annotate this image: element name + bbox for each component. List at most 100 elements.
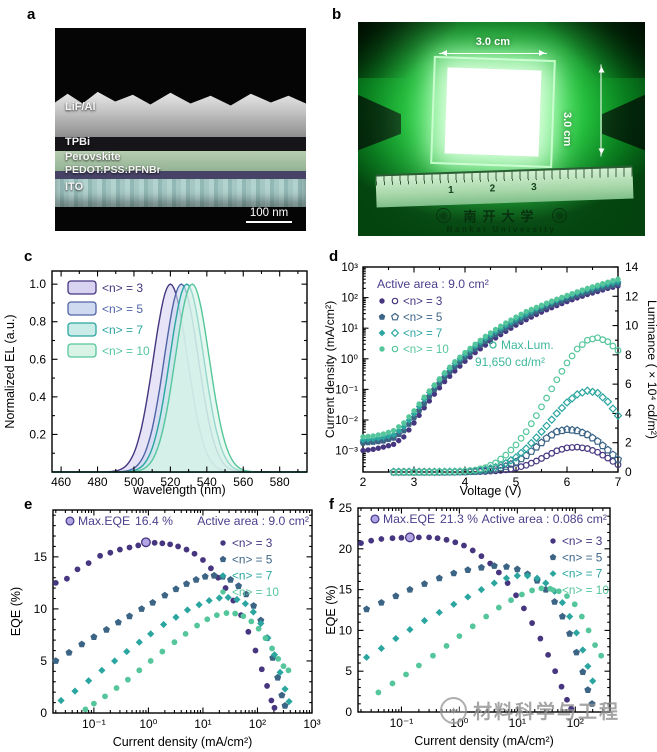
panel-label-b: b	[332, 6, 342, 23]
panel-label-a: a	[27, 6, 36, 23]
svg-text:Max.Lum.: Max.Lum.	[501, 338, 554, 352]
svg-text:1.0: 1.0	[29, 277, 46, 291]
university-seal-icon	[551, 208, 567, 223]
layer-pedot	[55, 171, 306, 179]
svg-text:0.8: 0.8	[29, 315, 46, 329]
svg-text:14: 14	[625, 260, 639, 274]
ruler-number: 3	[530, 181, 537, 194]
svg-text:0: 0	[40, 706, 47, 720]
device-height-label: 3.0 cm	[560, 112, 573, 147]
svg-text:12: 12	[625, 289, 639, 303]
eqe-chart-large-area: 10⁻¹ 10⁰ 10¹ 10² 10³ 0 5 10 15 Max.EQE 16.4 % Activ…	[9, 509, 321, 749]
svg-text:7: 7	[615, 475, 622, 489]
svg-text:Active area : 9.0 cm²: Active area : 9.0 cm²	[377, 277, 489, 291]
svg-text:2: 2	[625, 436, 632, 450]
svg-text:<n> = 3: <n> = 3	[403, 296, 442, 308]
svg-text:580: 580	[270, 475, 290, 489]
electrode-clip-right	[601, 94, 645, 151]
svg-text:10¹: 10¹	[341, 323, 358, 335]
layer-perovskite	[55, 150, 306, 172]
svg-text:10²: 10²	[249, 717, 266, 731]
svg-text:8: 8	[625, 348, 632, 362]
led-emitting-area	[444, 67, 542, 157]
svg-text:<n> = 3: <n> = 3	[562, 534, 603, 548]
svg-text:Max.EQE: Max.EQE	[78, 514, 130, 528]
sem-cross-section-image: LiF/Al TPBi Perovskite PEDOT:PSS:PFNBr I…	[55, 28, 306, 231]
svg-text:5: 5	[513, 475, 520, 489]
svg-text:Max.EQE: Max.EQE	[383, 512, 435, 526]
photo-shadow-right	[547, 22, 645, 78]
svg-text:10⁻³: 10⁻³	[335, 446, 358, 458]
watermark-logo-icon: ✦	[440, 697, 467, 724]
svg-text:10⁻¹: 10⁻¹	[82, 717, 106, 731]
scale-bar: 100 nm	[246, 206, 292, 223]
svg-text:4: 4	[625, 406, 632, 420]
photo-shadow-left	[358, 22, 456, 78]
svg-text:10⁰: 10⁰	[341, 354, 359, 366]
svg-text:25: 25	[339, 501, 353, 515]
ruler-number: 2	[489, 183, 496, 195]
ruler-numbers: 1 2 3	[448, 182, 537, 196]
svg-text:0.6: 0.6	[29, 352, 46, 366]
svg-text:540: 540	[197, 475, 217, 489]
svg-text:0: 0	[625, 465, 632, 479]
panel-label-d: d	[329, 248, 339, 265]
svg-text:15: 15	[339, 583, 353, 597]
svg-text:21.3 %: 21.3 %	[440, 512, 478, 526]
svg-text:0: 0	[345, 705, 352, 719]
ruler-number: 1	[447, 184, 454, 196]
jv-luminance-chart: 2 3 4 5 6 7 10⁻³ 10⁻² 10⁻¹ 10⁰ 10¹ 10² 10³ 0 2 4 6 8 10 12 1…	[325, 260, 657, 498]
panel-label-f: f	[329, 496, 334, 513]
svg-text:<n> = 3: <n> = 3	[102, 281, 143, 295]
svg-text:10¹: 10¹	[509, 716, 526, 730]
svg-text:Voltage (V): Voltage (V)	[460, 484, 522, 498]
svg-text:6: 6	[564, 475, 571, 489]
university-name-en: Nankai University	[446, 225, 557, 234]
svg-text:wavelength (nm): wavelength (nm)	[132, 483, 225, 497]
svg-text:<n> = 7: <n> = 7	[403, 328, 442, 340]
svg-text:EQE (%): EQE (%)	[9, 587, 23, 636]
university-seal-icon	[436, 208, 452, 223]
svg-text:<n> = 5: <n> = 5	[102, 302, 143, 316]
svg-text:4: 4	[462, 475, 469, 489]
svg-text:Active area : 9.0 cm²: Active area : 9.0 cm²	[197, 514, 309, 528]
university-name-cn: 南开大学	[463, 209, 540, 224]
svg-text:10: 10	[339, 623, 353, 637]
panel-label-c: c	[24, 248, 33, 265]
svg-text:<n> = 7: <n> = 7	[102, 323, 143, 337]
svg-text:480: 480	[88, 475, 108, 489]
layer-label-tpbi: TPBi	[65, 135, 91, 148]
layer-label-ito: ITO	[65, 181, 84, 194]
layer-ito	[55, 178, 306, 208]
svg-text:15: 15	[34, 550, 48, 564]
svg-text:10³: 10³	[303, 717, 320, 731]
university-watermark-strip: 南开大学 Nankai University	[358, 198, 645, 236]
svg-text:<n> = 10: <n> = 10	[102, 344, 150, 358]
led-device	[430, 55, 556, 169]
svg-text:520: 520	[160, 475, 180, 489]
device-width-label: 3.0 cm	[475, 36, 510, 48]
svg-text:10¹: 10¹	[194, 717, 211, 731]
svg-text:<n> = 5: <n> = 5	[232, 552, 273, 566]
svg-text:EQE (%): EQE (%)	[325, 585, 338, 634]
svg-text:<n> = 7: <n> = 7	[562, 567, 602, 581]
svg-text:10³: 10³	[341, 262, 358, 274]
el-spectra-chart: 460 480 500 520 540 560 580 0.2 0.4 0.6 0.8 1.0 Norm…	[3, 270, 308, 497]
device-photo: 3.0 cm 3.0 cm 1 2 3 南开大学 Nankai Universi…	[358, 22, 645, 236]
layer-label-lif-al: LiF/Al	[65, 101, 96, 114]
svg-text:Luminance ( × 10⁴ cd/m²): Luminance ( × 10⁴ cd/m²)	[645, 300, 657, 439]
svg-text:10⁻¹: 10⁻¹	[335, 384, 358, 396]
layer-lif-al	[55, 91, 306, 138]
svg-text:10²: 10²	[341, 293, 358, 305]
svg-text:16.4 %: 16.4 %	[135, 514, 173, 528]
scale-bar-label: 100 nm	[249, 206, 289, 219]
svg-text:<n> = 3: <n> = 3	[232, 536, 273, 550]
svg-text:460: 460	[51, 475, 71, 489]
svg-text:Normalized EL (a.u.): Normalized EL (a.u.)	[3, 314, 17, 428]
svg-text:5: 5	[345, 664, 352, 678]
svg-text:Current density (mA/cm²): Current density (mA/cm²)	[414, 734, 554, 748]
svg-text:Current density (mA/cm²): Current density (mA/cm²)	[113, 735, 253, 749]
svg-text:<n> = 10: <n> = 10	[403, 344, 449, 356]
svg-text:0.4: 0.4	[29, 390, 46, 404]
